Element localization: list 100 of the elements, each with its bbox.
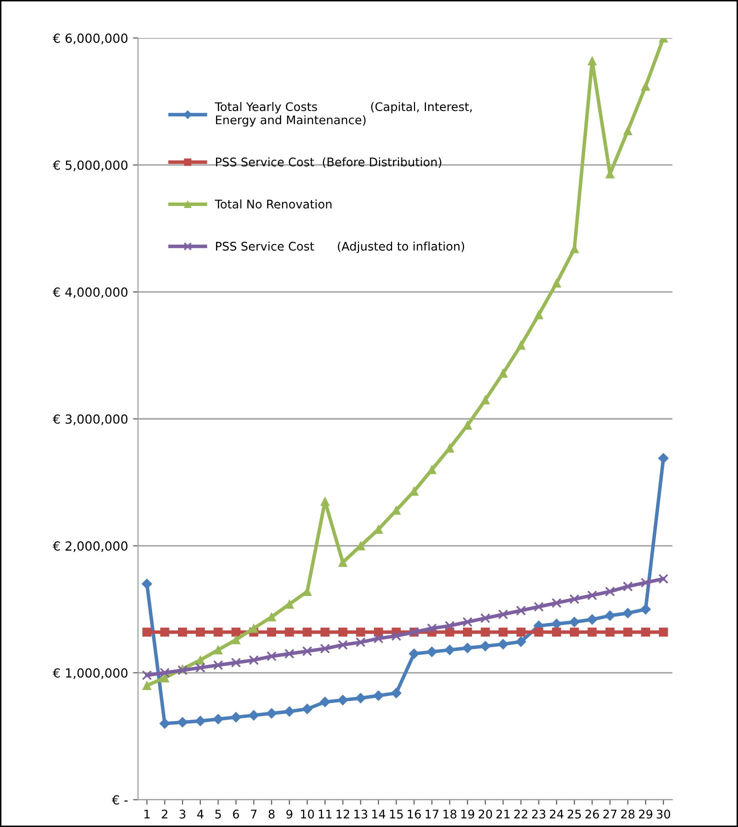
point: [230, 712, 242, 722]
point: [302, 646, 312, 656]
point: [142, 578, 152, 590]
point: [426, 646, 438, 658]
x-tick-label: 16: [408, 810, 421, 819]
point: [445, 444, 454, 453]
point: [338, 640, 348, 650]
point: [213, 660, 224, 670]
y-tick-label: € 5,000,000: [52, 160, 128, 172]
point: [569, 616, 580, 628]
point: [516, 340, 526, 350]
point: [284, 628, 294, 637]
x-tick-label: 13: [354, 810, 368, 819]
point: [534, 602, 544, 612]
point: [302, 704, 312, 714]
legend-label: PSS Service Cost (Before Distribution): [216, 157, 442, 168]
point: [516, 636, 526, 647]
point: [588, 628, 597, 637]
point: [534, 310, 544, 320]
point: [391, 630, 402, 641]
x-tick-label: 11: [318, 810, 332, 818]
point: [284, 600, 294, 609]
point: [444, 644, 455, 656]
point: [142, 628, 152, 637]
point: [373, 633, 384, 644]
point: [569, 594, 580, 604]
point: [320, 496, 330, 506]
point: [355, 692, 366, 704]
x-tick-label: 21: [496, 810, 510, 818]
x-tick-label: 25: [568, 810, 581, 819]
point: [195, 716, 206, 726]
point: [320, 644, 330, 654]
point: [142, 680, 152, 690]
point: [142, 670, 152, 680]
point: [267, 612, 276, 622]
point: [284, 648, 294, 659]
x-tick-label: 30: [656, 810, 670, 819]
point: [623, 628, 632, 637]
point: [516, 628, 526, 637]
x-tick-label: 23: [532, 810, 546, 819]
point: [551, 618, 562, 630]
point: [284, 706, 295, 717]
point: [320, 696, 330, 708]
x-tick-label: 17: [426, 810, 438, 818]
x-tick-label: 7: [250, 810, 257, 818]
x-tick-label: 8: [268, 810, 275, 819]
x-tick-label: 2: [162, 810, 168, 818]
point: [641, 82, 650, 91]
point: [195, 662, 206, 673]
point: [622, 608, 634, 618]
point: [426, 623, 437, 634]
y-tick-label: € 4,000,000: [52, 287, 128, 298]
point: [212, 714, 224, 724]
point: [266, 651, 277, 662]
x-tick-label: 12: [336, 810, 350, 818]
point: [622, 581, 633, 592]
y-tick-label: € 2,000,000: [52, 541, 128, 552]
x-tick-label: 18: [443, 810, 456, 819]
legend-label: Total Yearly Costs (Capital, Interest, Energy and Maintenance): [214, 102, 472, 127]
y-tick-label: € 3,000,000: [52, 414, 128, 426]
point: [604, 610, 616, 621]
point: [338, 558, 348, 567]
point: [231, 635, 240, 644]
point: [214, 645, 223, 654]
point: [480, 613, 490, 624]
point: [570, 628, 579, 637]
point: [605, 628, 614, 637]
point: [534, 628, 544, 637]
point: [498, 628, 508, 637]
point: [516, 606, 526, 616]
point: [498, 368, 508, 378]
point: [480, 395, 490, 404]
x-tick-label: 4: [197, 810, 204, 818]
point: [160, 628, 170, 637]
point: [338, 628, 348, 637]
point: [588, 56, 597, 66]
point: [160, 668, 170, 678]
point: [159, 718, 170, 729]
x-tick-label: 9: [286, 810, 292, 819]
point: [640, 578, 651, 588]
point: [498, 609, 508, 620]
x-tick-label: 6: [233, 810, 239, 819]
point: [302, 628, 312, 637]
point: [552, 278, 562, 288]
point: [338, 694, 348, 706]
point: [444, 620, 455, 631]
point: [462, 616, 472, 627]
point: [480, 640, 491, 652]
x-tick-label: 1: [144, 810, 150, 818]
x-tick-label: 19: [461, 810, 474, 819]
x-tick-label: 5: [215, 810, 221, 819]
point: [408, 648, 420, 659]
point: [214, 628, 223, 637]
point: [604, 586, 615, 597]
point: [230, 658, 241, 668]
point: [266, 708, 277, 719]
x-tick-label: 22: [514, 810, 528, 818]
point: [248, 710, 260, 721]
point: [658, 628, 668, 637]
point: [248, 655, 259, 666]
